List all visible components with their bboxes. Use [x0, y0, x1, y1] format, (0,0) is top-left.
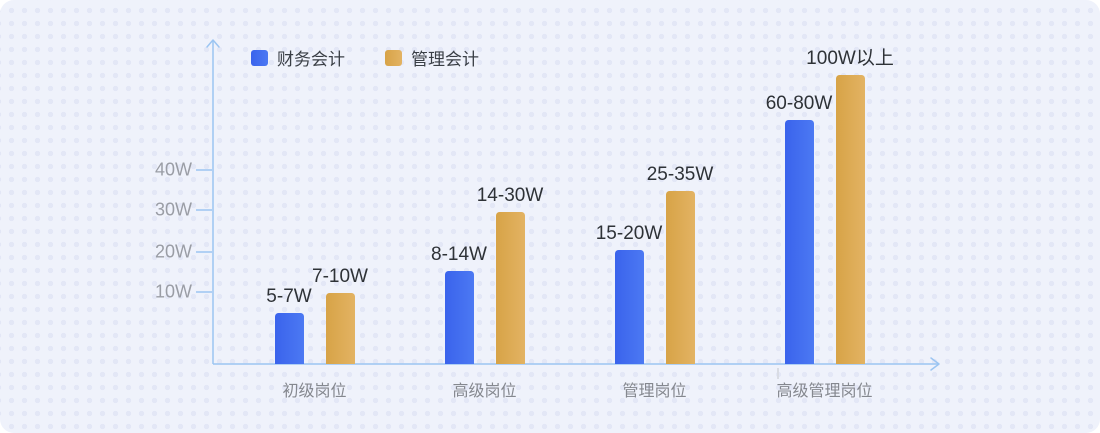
- x-axis-category-label-1: 高级岗位: [452, 383, 517, 400]
- bar-management-accounting-3: [835, 75, 865, 364]
- bar-value-label-management-accounting-0: 7-10W: [312, 266, 368, 287]
- bar-value-label-management-accounting-1: 14-30W: [476, 185, 544, 206]
- legend: 财务会计 管理会计: [251, 45, 479, 70]
- legend-label-financial-accounting: 财务会计: [277, 50, 345, 69]
- y-axis-tick-label: 30W: [154, 199, 192, 220]
- bar-financial-accounting-1: [444, 271, 474, 364]
- bar-management-accounting-2: [665, 191, 695, 364]
- bar-value-label-financial-accounting-2: 15-20W: [595, 223, 663, 244]
- legend-item-financial-accounting: 财务会计: [251, 45, 345, 70]
- x-axis-category-label-3: 高级管理岗位: [776, 383, 873, 400]
- legend-item-management-accounting: 管理会计: [385, 45, 479, 70]
- bar-management-accounting-1: [495, 212, 525, 364]
- y-axis-tick-label: 20W: [154, 241, 192, 262]
- x-axis-small-tick: [777, 368, 779, 379]
- legend-swatch-blue: [251, 49, 268, 66]
- x-axis-category-label-0: 初级岗位: [282, 383, 347, 400]
- bar-value-label-financial-accounting-1: 8-14W: [431, 244, 487, 265]
- legend-label-management-accounting: 管理会计: [411, 50, 479, 69]
- y-axis-tick-label: 40W: [154, 159, 192, 180]
- x-axis-category-label-2: 管理岗位: [622, 383, 687, 400]
- bar-financial-accounting-0: [274, 313, 304, 364]
- bar-financial-accounting-2: [614, 250, 644, 364]
- y-axis-tick-label: 10W: [154, 281, 192, 302]
- bar-management-accounting-0: [325, 293, 355, 364]
- bar-value-label-management-accounting-2: 25-35W: [646, 164, 714, 185]
- bar-value-label-financial-accounting-3: 60-80W: [765, 93, 833, 114]
- legend-swatch-gold: [385, 49, 402, 66]
- bar-value-label-management-accounting-3: 100W以上: [806, 48, 894, 69]
- bar-financial-accounting-3: [784, 120, 814, 364]
- bar-value-label-financial-accounting-0: 5-7W: [266, 286, 312, 307]
